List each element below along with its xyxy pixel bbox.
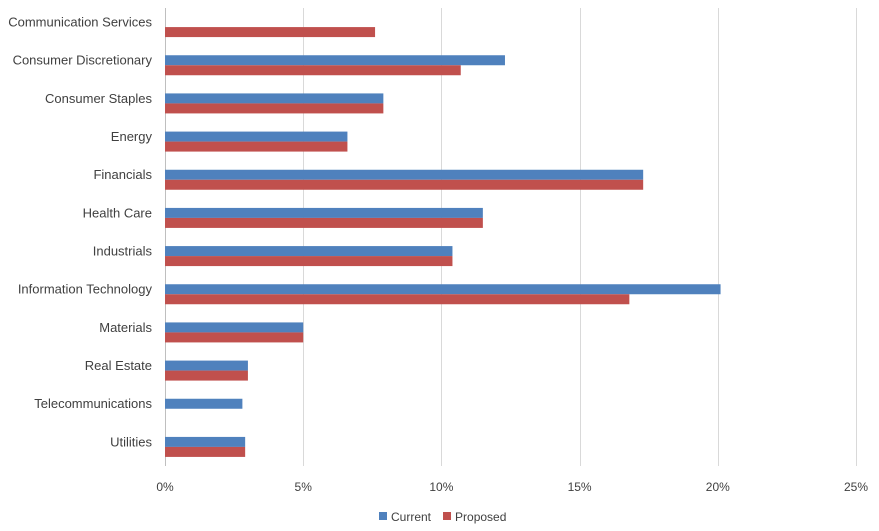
- category-label: Telecommunications: [34, 396, 152, 411]
- bar-proposed-11: [165, 446, 246, 457]
- legend: Current Proposed: [379, 510, 506, 524]
- bar-proposed-8: [165, 332, 304, 343]
- category-label: Communication Services: [8, 15, 152, 30]
- bar-proposed-5: [165, 217, 483, 228]
- category-label: Consumer Discretionary: [13, 53, 153, 68]
- bar-current-4: [165, 169, 644, 180]
- category-label: Information Technology: [18, 282, 153, 297]
- bar-current-10: [165, 398, 243, 409]
- bar-proposed-2: [165, 103, 384, 114]
- category-label: Financials: [93, 167, 152, 182]
- category-label: Industrials: [93, 244, 153, 259]
- bar-proposed-4: [165, 179, 644, 190]
- legend-label-proposed: Proposed: [455, 510, 506, 524]
- bar-current-9: [165, 360, 248, 371]
- x-tick-label: 10%: [429, 480, 453, 494]
- bars: [165, 27, 721, 457]
- x-tick-label: 15%: [568, 480, 592, 494]
- category-label: Energy: [111, 129, 153, 144]
- bar-proposed-3: [165, 141, 348, 152]
- bar-current-7: [165, 284, 721, 295]
- gridlines: [165, 8, 857, 466]
- legend-swatch-proposed: [443, 512, 452, 520]
- bar-current-5: [165, 207, 483, 218]
- bar-current-6: [165, 246, 453, 257]
- category-label: Materials: [99, 320, 152, 335]
- bar-current-8: [165, 322, 304, 333]
- bar-current-2: [165, 93, 384, 104]
- category-label: Consumer Staples: [45, 91, 152, 106]
- x-tick-label: 20%: [706, 480, 730, 494]
- bar-current-11: [165, 436, 246, 447]
- bar-proposed-6: [165, 256, 453, 267]
- category-label: Utilities: [110, 434, 152, 449]
- x-tick-label: 5%: [295, 480, 313, 494]
- category-label: Real Estate: [85, 358, 152, 373]
- legend-swatch-current: [379, 512, 387, 520]
- bar-proposed-1: [165, 65, 461, 76]
- x-tick-label: 0%: [156, 480, 174, 494]
- bar-proposed-7: [165, 294, 630, 305]
- bar-current-3: [165, 131, 348, 142]
- legend-label-current: Current: [391, 510, 432, 524]
- bar-proposed-0: [165, 27, 376, 38]
- category-label: Health Care: [83, 205, 152, 220]
- bar-proposed-9: [165, 370, 248, 381]
- x-axis-tick-labels: 0% 5% 10% 15% 20% 25%: [156, 480, 868, 494]
- bar-current-1: [165, 55, 505, 66]
- x-tick-label: 25%: [844, 480, 868, 494]
- category-labels: Communication Services Consumer Discretio…: [8, 15, 152, 450]
